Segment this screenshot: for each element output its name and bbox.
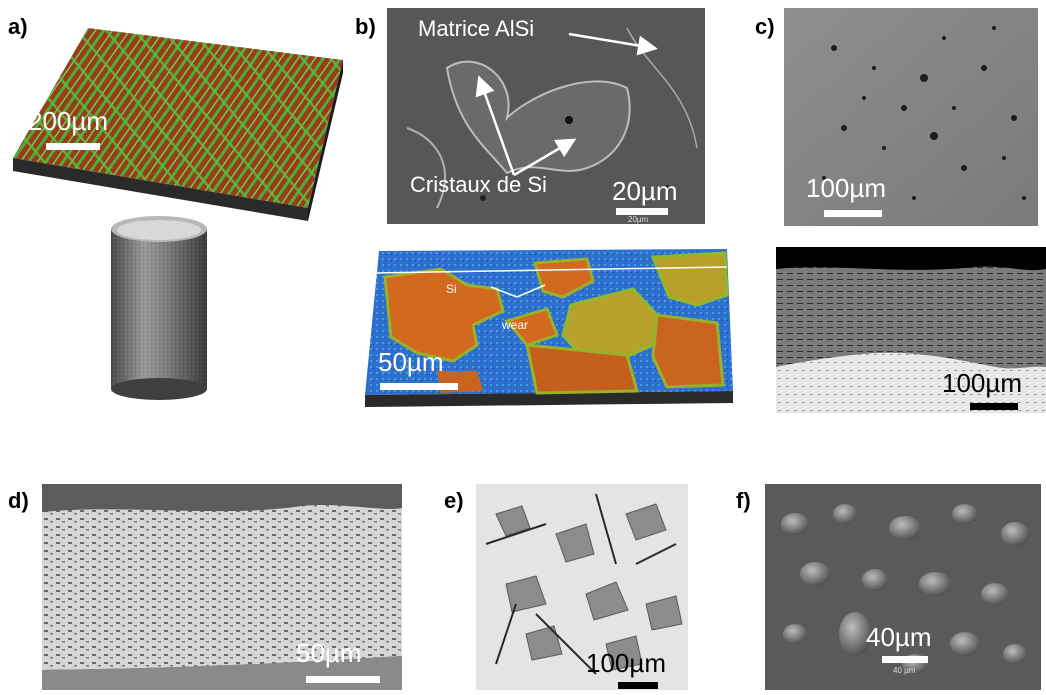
panel-e-label: e) — [444, 488, 464, 513]
panel-d-scale-label: 50µm — [296, 638, 362, 668]
surface-topography-3d-image — [8, 18, 348, 233]
panel-f-sem-image — [765, 484, 1041, 690]
panel-a-scale-label: 200µm — [28, 106, 109, 136]
panel-b-map-scale-label: 50µm — [378, 347, 444, 377]
panel-d-scale-bar — [306, 676, 380, 683]
map-wear-label: wear — [502, 318, 529, 332]
panel-c-section-scale-bar — [970, 403, 1018, 410]
panel-c-scale-label: 100µm — [806, 173, 887, 203]
panel-b-map-scale-bar — [380, 383, 458, 390]
panel-b-bar-caption: 20µm — [628, 215, 649, 224]
panel-b-scale-bar — [616, 208, 668, 215]
panel-c-sem-image — [784, 8, 1038, 226]
panel-f-scale-bar — [882, 656, 928, 663]
panel-b-topography-map — [357, 245, 735, 407]
panel-a-label: a) — [8, 14, 28, 39]
panel-b-label: b) — [355, 14, 376, 39]
panel-d-label: d) — [8, 488, 29, 513]
panel-e-scale-bar — [618, 682, 658, 689]
panel-b-arrows — [475, 32, 658, 177]
matrix-alsi-label: Matrice AlSi — [418, 16, 535, 41]
cylinder-liner-image — [108, 213, 210, 405]
map-si-label: Si — [446, 282, 457, 296]
panel-f-bar-caption: 40 µm — [893, 666, 916, 675]
panel-e-scale-label: 100µm — [586, 648, 667, 678]
panel-a-scale-bar — [46, 143, 100, 150]
panel-e-micrograph-image — [476, 484, 688, 690]
panel-c-label: c) — [755, 14, 775, 39]
panel-c-cross-section-image — [776, 247, 1046, 413]
panel-f-label: f) — [736, 488, 751, 513]
si-crystals-label: Cristaux de Si — [410, 172, 547, 197]
panel-c-scale-bar — [824, 210, 882, 217]
panel-b-scale-label: 20µm — [612, 176, 678, 206]
panel-c-section-scale-label: 100µm — [942, 368, 1023, 398]
panel-f-scale-label: 40µm — [866, 622, 932, 652]
